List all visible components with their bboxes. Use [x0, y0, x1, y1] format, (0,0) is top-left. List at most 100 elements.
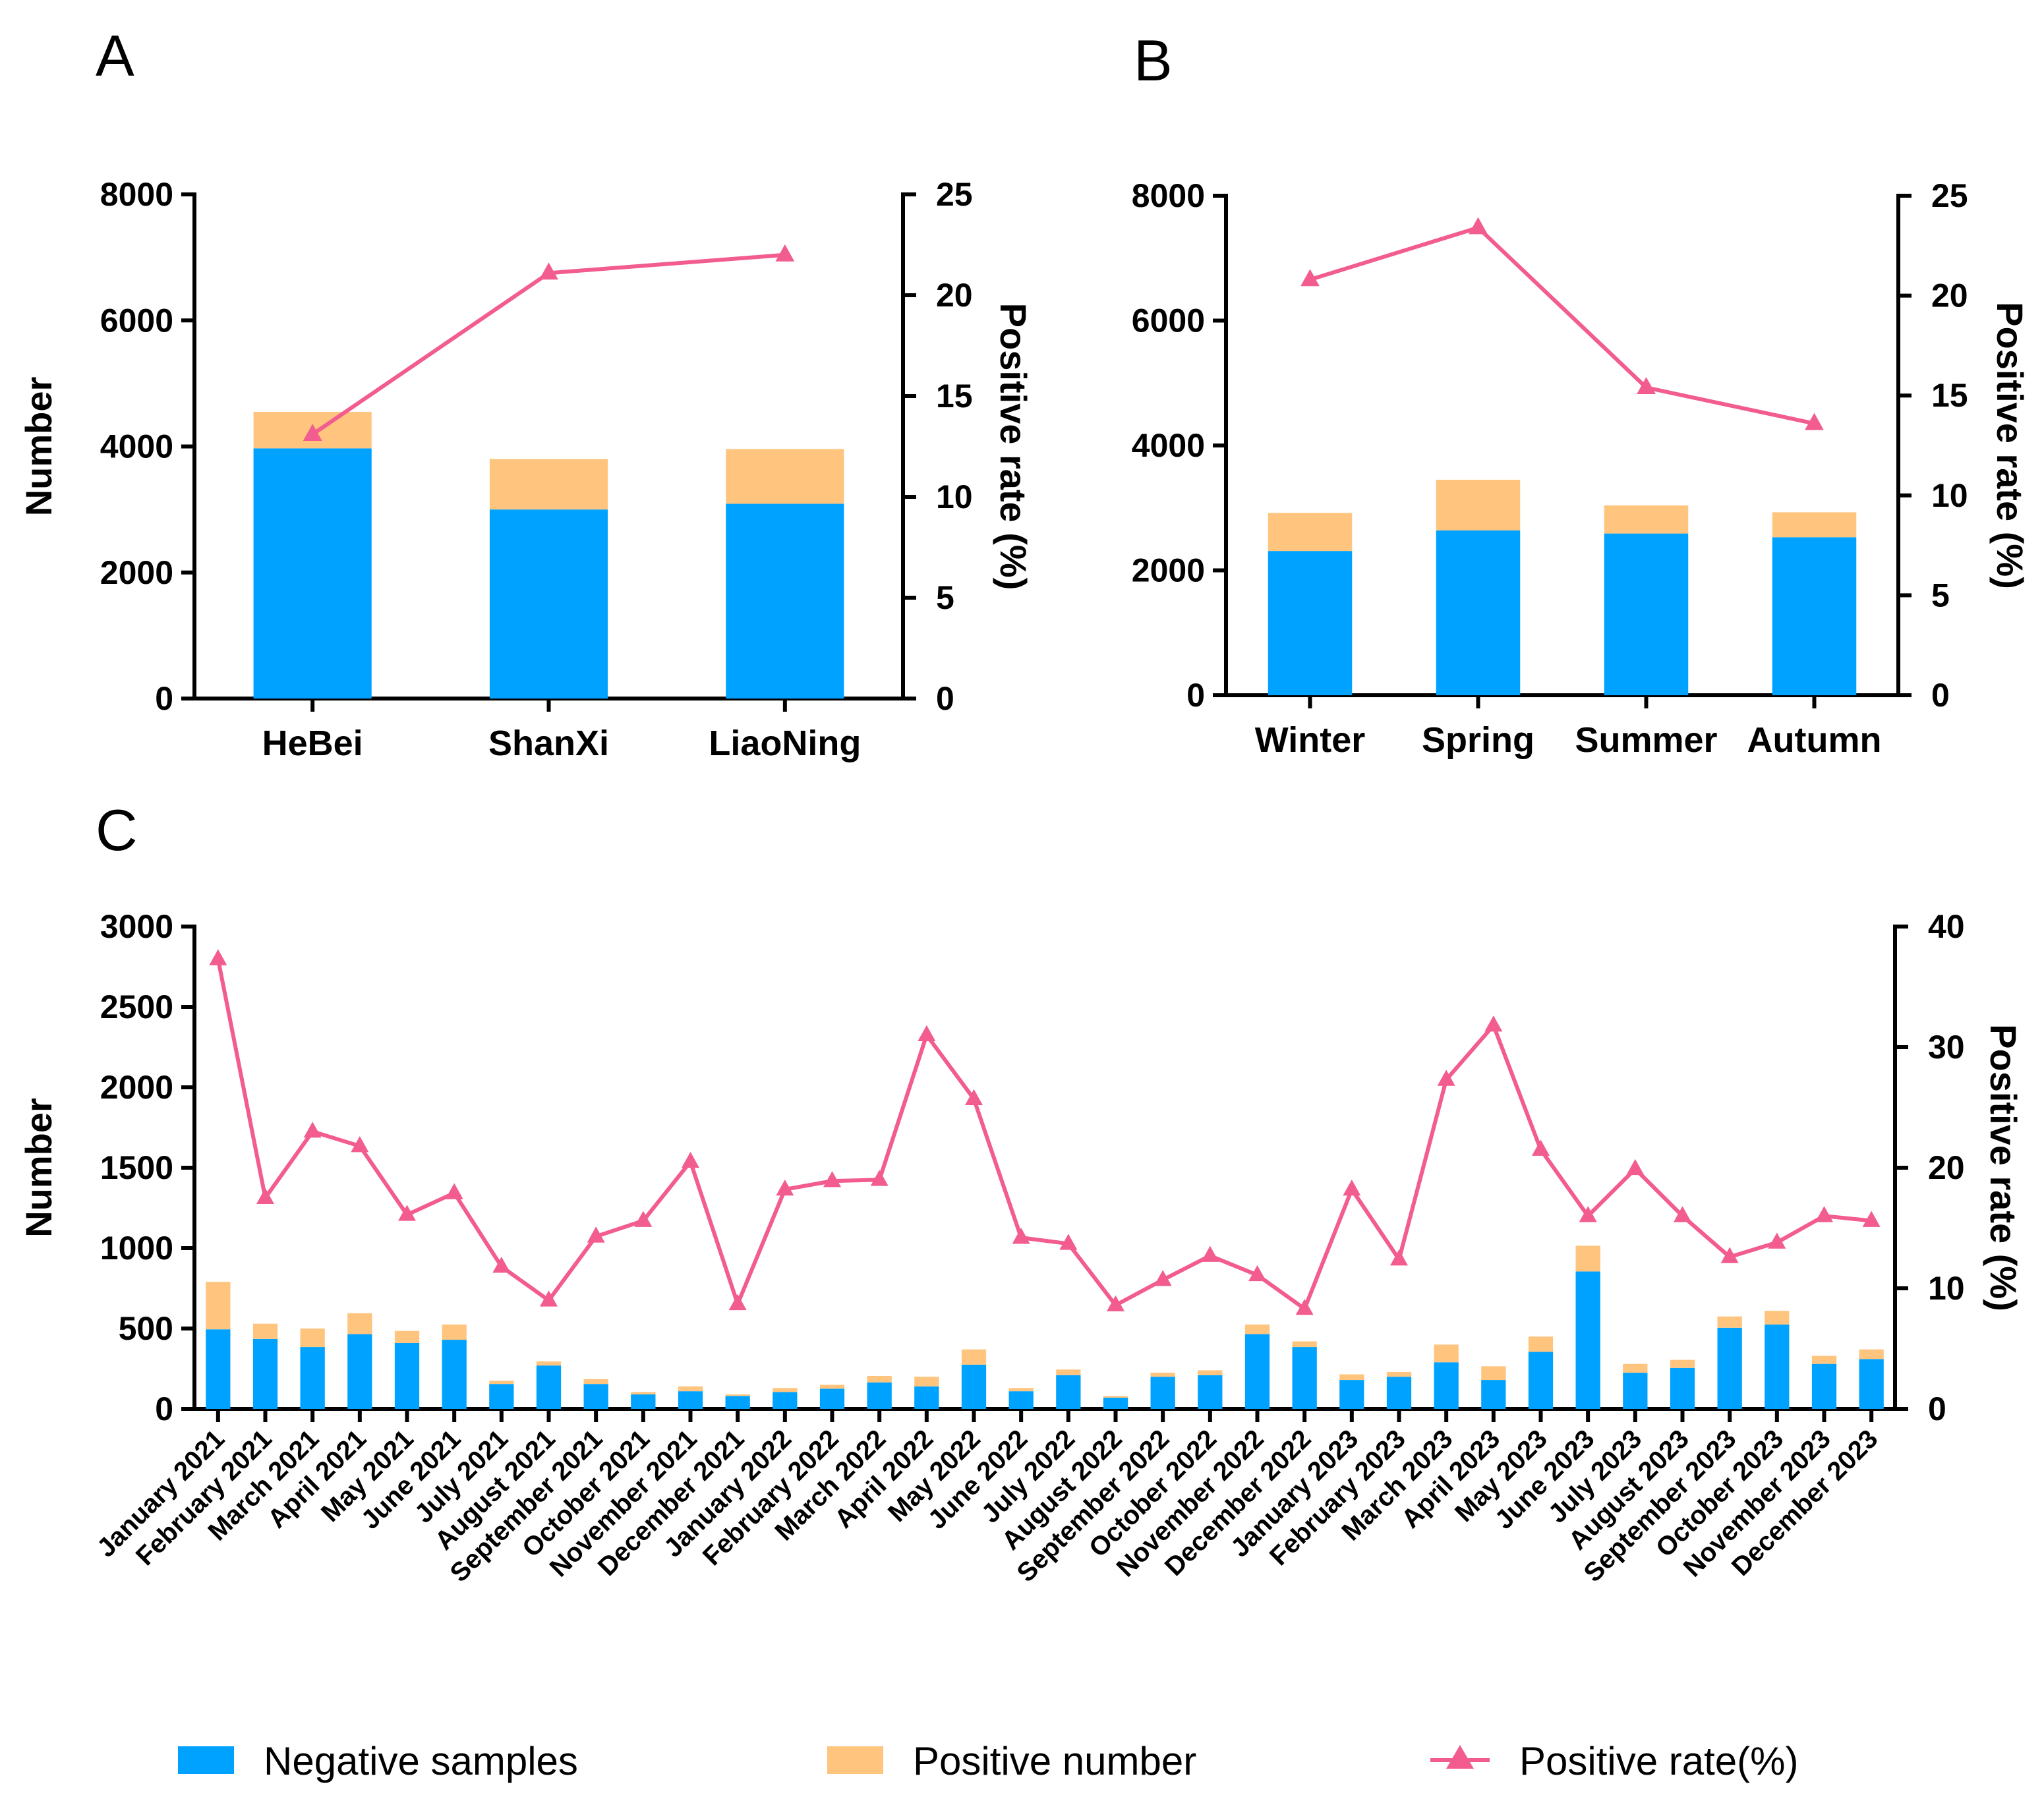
rate-line: [311, 252, 786, 436]
bar-positive: [489, 1381, 514, 1385]
bar-negative: [631, 1394, 656, 1409]
bar-negative: [1528, 1352, 1554, 1409]
rate-line: [216, 958, 1872, 1311]
panel-label-c: C: [96, 797, 138, 863]
bar-positive: [206, 1282, 231, 1330]
rate-marker: [492, 1257, 511, 1273]
y-tick-label: 0: [155, 680, 173, 717]
y-tick-label: 1500: [100, 1149, 173, 1186]
bar-negative: [489, 1384, 514, 1409]
rate-marker: [1637, 377, 1656, 394]
bar-negative: [1008, 1391, 1034, 1409]
bar-positive: [347, 1313, 372, 1334]
bar-negative: [1434, 1362, 1459, 1409]
rate-marker: [682, 1151, 699, 1168]
bar-negative: [725, 1396, 750, 1409]
bar-positive: [1056, 1369, 1081, 1375]
bar-negative: [961, 1364, 987, 1409]
bar-positive: [300, 1329, 325, 1348]
bar-positive: [1268, 513, 1353, 552]
rate-marker: [1343, 1179, 1361, 1196]
bar-positive: [1859, 1349, 1884, 1359]
rate-marker: [965, 1089, 983, 1105]
y-tick-label: 6000: [100, 302, 173, 339]
rate-marker: [728, 1294, 747, 1311]
rate-marker: [1201, 1245, 1219, 1262]
bar-negative: [1386, 1377, 1412, 1409]
legend-negative-swatch: [178, 1746, 234, 1774]
x-tick-label: ShanXi: [488, 724, 609, 763]
rate-marker: [540, 1290, 558, 1307]
rate-marker: [1248, 1265, 1266, 1282]
y-tick-label: 4000: [1132, 427, 1205, 464]
rate-marker: [303, 424, 322, 442]
rate-marker: [256, 1187, 274, 1205]
bar-negative: [1150, 1377, 1175, 1409]
rate-marker: [918, 1025, 936, 1041]
y2-tick-label: 20: [1928, 1149, 1965, 1186]
y-tick-label: 2000: [100, 554, 173, 591]
x-tick-label: HeBei: [262, 724, 363, 763]
x-tick-label: Spring: [1422, 720, 1534, 760]
rate-marker: [1862, 1211, 1881, 1227]
y-axis-title: Number: [18, 377, 59, 517]
bar-positive: [1670, 1359, 1695, 1368]
x-tick-label: Summer: [1575, 720, 1717, 760]
y2-tick-label: 5: [1931, 577, 1950, 614]
rate-marker: [445, 1183, 463, 1199]
y2-tick-label: 20: [936, 277, 973, 314]
rate-marker: [870, 1170, 889, 1186]
bar-negative: [489, 509, 608, 699]
y2-tick-label: 0: [1931, 677, 1950, 714]
rate-marker: [1484, 1015, 1503, 1032]
y-tick-label: 2000: [100, 1069, 173, 1106]
panel-label-a: A: [96, 23, 134, 88]
rate-marker: [1674, 1206, 1691, 1222]
rate-marker: [1390, 1249, 1408, 1266]
rate-marker: [1720, 1247, 1739, 1263]
rate-marker: [1012, 1228, 1030, 1244]
bar-negative: [394, 1342, 420, 1409]
rate-marker: [1805, 413, 1824, 430]
bar-negative: [252, 1338, 278, 1409]
bar-positive: [678, 1386, 703, 1392]
bar-negative: [1481, 1380, 1506, 1409]
y2-tick-label: 25: [1931, 177, 1968, 214]
bar-positive: [1811, 1356, 1837, 1364]
bar-positive: [867, 1375, 892, 1383]
y2-axis-title: Positive rate (%): [1983, 1024, 2024, 1311]
rate-marker: [1815, 1206, 1833, 1222]
rate-marker: [1768, 1232, 1786, 1249]
bar-positive: [252, 1323, 278, 1339]
bar-positive: [961, 1349, 987, 1365]
chart-b-season-stats: 0 2000 4000 6000 8000 0 5 10 15 20 25 Positive rate…: [1132, 177, 2031, 760]
bar-negative: [1436, 530, 1521, 695]
chart-a-region-stats: 0 2000 4000 6000 8000 0 5 10 15 20 25 Number Positiv…: [18, 176, 1034, 763]
y2-tick-label: 0: [1928, 1390, 1946, 1427]
bar-negative: [773, 1392, 798, 1409]
bar-positive: [1103, 1396, 1128, 1398]
bar-negative: [1623, 1373, 1648, 1409]
bar-negative: [300, 1347, 325, 1409]
rate-marker: [1532, 1139, 1550, 1156]
bar-positive: [725, 1394, 750, 1396]
legend-positive-swatch: [827, 1746, 883, 1774]
bar-positive: [631, 1392, 656, 1395]
bar-positive: [1436, 480, 1521, 530]
bar-negative: [1244, 1334, 1270, 1409]
bar-negative: [253, 448, 372, 699]
y2-tick-label: 0: [936, 680, 954, 717]
rate-marker: [1300, 269, 1320, 287]
y2-tick-label: 20: [1931, 277, 1968, 314]
rate-marker: [1059, 1234, 1078, 1250]
bar-positive: [536, 1361, 562, 1366]
bar-positive: [773, 1388, 798, 1392]
bar-positive: [1386, 1371, 1412, 1377]
bar-negative: [1292, 1347, 1317, 1409]
bar-negative: [206, 1329, 231, 1409]
bar-positive: [1765, 1311, 1790, 1325]
y2-tick-label: 25: [936, 176, 973, 213]
bar-positive: [1481, 1366, 1506, 1381]
bar-positive: [394, 1330, 420, 1343]
bar-positive: [1717, 1316, 1742, 1328]
